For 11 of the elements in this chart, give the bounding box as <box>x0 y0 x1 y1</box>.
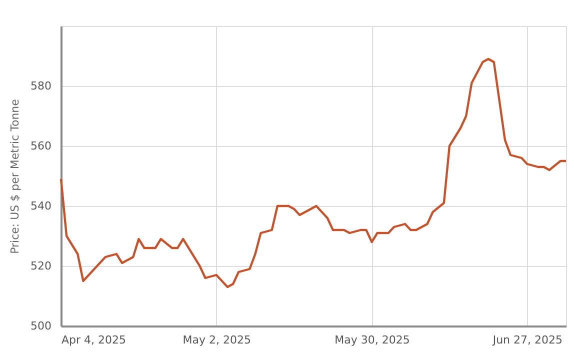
x-tick-label: May 30, 2025 <box>334 334 410 346</box>
y-tick-label: 520 <box>30 260 52 272</box>
x-tick-label: Apr 4, 2025 <box>62 334 126 346</box>
y-axis-title: Price: US $ per Metric Tonne <box>8 98 22 254</box>
y-tick-label: 500 <box>30 320 52 332</box>
y-tick-label: 540 <box>30 200 52 212</box>
x-tick-label: May 2, 2025 <box>182 334 251 346</box>
y-tick-label: 580 <box>30 80 52 92</box>
line-series <box>60 58 568 288</box>
x-tick-label: Jun 27, 2025 <box>492 334 562 346</box>
y-tick-label: 560 <box>30 140 52 152</box>
